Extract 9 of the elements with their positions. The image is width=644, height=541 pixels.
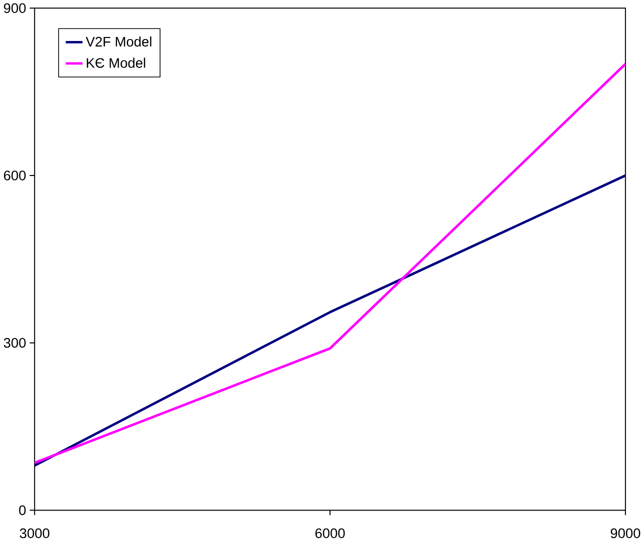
y-tick-label: 900	[4, 3, 26, 13]
legend-label: V2F Model	[86, 36, 152, 46]
legend-label: KЄ Model	[86, 58, 146, 68]
x-tick-label: 3000	[20, 528, 50, 538]
y-tick-label: 0	[19, 505, 26, 515]
x-tick-label: 9000	[610, 528, 640, 538]
x-tick-label: 6000	[315, 528, 345, 538]
y-tick-label: 600	[4, 170, 26, 180]
y-tick-label: 300	[4, 338, 26, 348]
